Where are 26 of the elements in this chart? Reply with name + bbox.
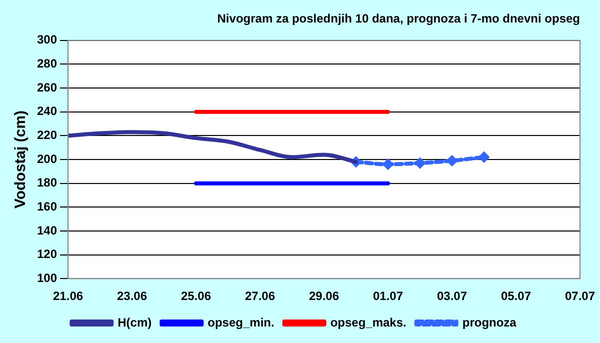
legend-label: opseg_maks. xyxy=(330,315,406,330)
legend-label: H(cm) xyxy=(118,315,152,330)
y-tick-label: 220 xyxy=(36,128,58,142)
y-tick-label: 160 xyxy=(36,199,58,214)
x-tick-label: 27.06 xyxy=(245,289,276,304)
x-tick-label: 25.06 xyxy=(181,289,212,304)
x-tick-label: 01.07 xyxy=(372,289,404,304)
y-tick-label: 100 xyxy=(36,270,58,285)
y-tick-label: 240 xyxy=(36,104,58,118)
x-tick-label: 23.06 xyxy=(117,289,148,304)
x-tick-label: 29.06 xyxy=(308,289,340,304)
y-tick-label: 260 xyxy=(36,80,58,94)
y-tick-label: 200 xyxy=(36,152,58,166)
y-tick-label: 120 xyxy=(36,247,58,262)
x-tick-label: 03.07 xyxy=(436,289,468,304)
x-tick-label: 07.07 xyxy=(564,289,596,304)
legend-label: prognoza xyxy=(462,315,517,330)
y-tick-label: 180 xyxy=(36,176,58,190)
y-axis-title: Vodostaj (cm) xyxy=(12,110,30,209)
x-tick-label: 21.06 xyxy=(53,289,84,304)
y-tick-label: 280 xyxy=(36,56,58,71)
x-tick-label: 05.07 xyxy=(500,289,532,304)
legend-label: opseg_min. xyxy=(208,315,274,330)
chart-title: Nivogram za poslednjih 10 dana, prognoza i 7-mo dnevni opseg xyxy=(217,12,580,26)
y-tick-label: 300 xyxy=(36,32,58,47)
y-tick-label: 140 xyxy=(36,223,58,238)
